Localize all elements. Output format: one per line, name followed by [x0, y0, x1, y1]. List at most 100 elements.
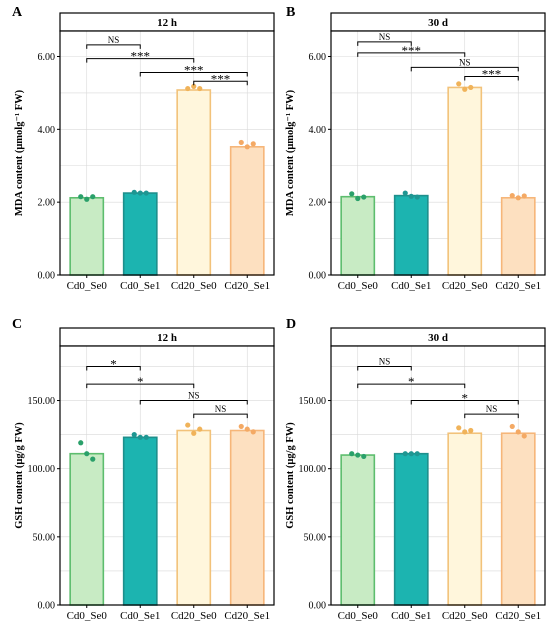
data-point	[137, 434, 143, 440]
x-tick-label: Cd20_Se1	[495, 280, 541, 292]
y-tick-label: 50.00	[33, 532, 56, 543]
data-point	[185, 422, 191, 428]
data-point	[462, 429, 468, 435]
significance-label: NS	[379, 32, 391, 42]
data-point	[456, 425, 462, 431]
data-point	[238, 139, 244, 146]
data-point	[191, 430, 197, 436]
significance-bracket	[464, 76, 519, 81]
significance-bracket	[139, 400, 248, 405]
y-axis-label: MDA content (μmolg⁻¹ FW)	[285, 89, 296, 216]
x-tick-label: Cd0_Se0	[67, 280, 108, 292]
significance-label: NS	[108, 35, 120, 45]
bar-cd20-se0	[176, 429, 212, 606]
x-tick-label: Cd0_Se0	[338, 610, 379, 622]
panel-title: 30 d	[428, 332, 448, 344]
data-point	[197, 426, 203, 432]
y-tick-label: 100.00	[28, 464, 56, 475]
significance-bracket	[193, 413, 248, 419]
x-tick-label: Cd0_Se0	[67, 610, 108, 622]
data-point	[355, 195, 361, 202]
bar-cd0-se1	[122, 192, 158, 276]
data-point	[509, 193, 515, 199]
y-axis-label: MDA content (μmolg⁻¹ FW)	[14, 89, 25, 216]
y-tick-label: 0.00	[309, 601, 327, 612]
x-tick-label: Cd20_Se0	[171, 280, 217, 292]
significance-bracket	[193, 80, 248, 86]
significance-label: NS	[379, 356, 391, 366]
bar-cd20-se1	[229, 429, 265, 606]
significance-bracket	[464, 413, 519, 419]
data-point	[78, 194, 84, 200]
significance-label: *	[110, 356, 117, 371]
x-tick-label: Cd0_Se0	[338, 280, 379, 292]
bar-cd0-se1	[122, 436, 158, 606]
data-point	[84, 451, 90, 457]
significance-bracket	[357, 52, 466, 57]
significance-label: *	[137, 374, 144, 389]
significance-bracket	[410, 400, 519, 405]
significance-label: ***	[211, 71, 231, 86]
data-point	[408, 193, 414, 199]
bar-cd0-se1	[393, 452, 429, 606]
bar-cd0-se0	[340, 195, 376, 276]
data-point	[402, 451, 408, 457]
data-point	[468, 427, 474, 434]
x-tick-label: Cd0_Se1	[391, 610, 431, 622]
data-point	[521, 433, 527, 439]
panel-letter: A	[12, 5, 23, 20]
data-point	[349, 191, 355, 197]
significance-bracket	[357, 383, 466, 389]
y-tick-label: 4.00	[38, 125, 56, 136]
y-tick-label: 2.00	[38, 198, 56, 209]
x-tick-label: Cd20_Se1	[224, 610, 270, 622]
data-point	[143, 434, 149, 440]
data-point	[250, 429, 256, 435]
bar-cd20-se0	[447, 432, 483, 606]
data-point	[349, 451, 355, 457]
chart-panel-d: D 30 d 0.00 50.00 100.00 150.00 Cd0_Se0 Cd0_Se1…	[285, 317, 546, 622]
y-tick-label: 6.00	[309, 52, 327, 63]
data-point	[90, 456, 96, 462]
x-tick-label: Cd20_Se1	[224, 280, 270, 292]
significance-bracket	[86, 44, 141, 49]
data-point	[414, 194, 420, 200]
bar-cd20-se1	[500, 432, 536, 606]
panel-title: 12 h	[157, 17, 177, 29]
x-tick-label: Cd0_Se1	[120, 280, 160, 292]
data-point	[250, 141, 256, 147]
data-point	[238, 423, 244, 430]
y-tick-label: 4.00	[309, 125, 327, 136]
data-point	[462, 86, 468, 92]
plot-frame	[330, 345, 546, 606]
y-tick-label: 0.00	[309, 271, 327, 282]
bar-cd0-se1	[393, 194, 429, 276]
data-point	[191, 83, 197, 89]
data-point	[84, 196, 90, 202]
data-point	[414, 451, 420, 457]
data-point	[244, 426, 250, 432]
significance-label: *	[408, 374, 415, 389]
significance-label: ***	[184, 63, 204, 78]
bar-cd0-se0	[340, 454, 376, 606]
data-point	[131, 432, 137, 438]
data-point	[361, 194, 367, 200]
x-tick-label: Cd0_Se1	[391, 280, 431, 292]
significance-label: NS	[486, 404, 498, 414]
data-point	[355, 452, 361, 458]
bar-cd0-se0	[69, 452, 105, 606]
data-point	[244, 144, 250, 150]
data-point	[361, 453, 367, 460]
y-tick-label: 0.00	[38, 271, 56, 282]
panel-letter: C	[12, 317, 22, 332]
y-axis-label: GSH content (μg/g FW)	[14, 422, 25, 529]
y-tick-label: 150.00	[299, 396, 327, 407]
panel-title: 30 d	[428, 17, 448, 29]
y-tick-label: 50.00	[304, 532, 327, 543]
data-point	[408, 451, 414, 457]
significance-label: NS	[215, 404, 227, 414]
chart-panel-b: B 30 d 0.00 2.00 4.00 6.00 Cd0_Se0 Cd0_Se1 Cd20_…	[285, 5, 546, 292]
significance-bracket	[86, 383, 195, 389]
bar-cd20-se0	[447, 86, 483, 276]
